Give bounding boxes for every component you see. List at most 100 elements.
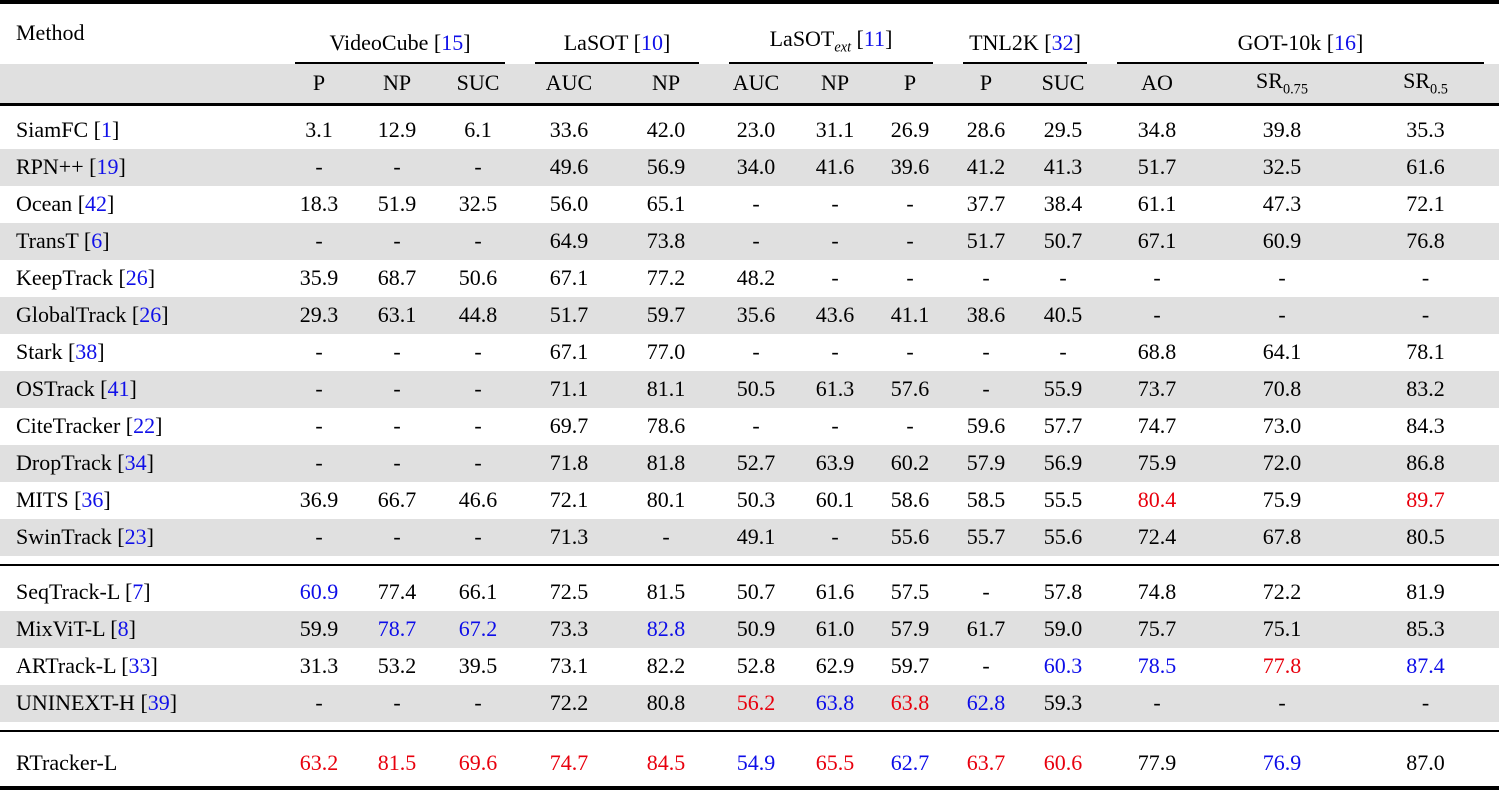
metric-value: -: [1153, 302, 1161, 327]
metric-value: 50.7: [1043, 228, 1083, 253]
citation-link[interactable]: [19]: [83, 154, 126, 179]
citation-number[interactable]: 38: [75, 339, 98, 364]
metric-value: 61.6: [1406, 154, 1445, 179]
metric-value: 69.7: [549, 413, 589, 438]
citation-number[interactable]: 32: [1051, 30, 1074, 55]
metric-value: 74.7: [549, 749, 589, 775]
section-separator-gap: [0, 730, 1499, 740]
citation-link[interactable]: [26]: [112, 265, 156, 290]
metric-value: 36.9: [299, 487, 339, 512]
metric-value: -: [315, 339, 323, 364]
metric-value: 81.8: [646, 450, 686, 475]
citation-link[interactable]: [16]: [1321, 30, 1364, 55]
citation-number[interactable]: 22: [133, 413, 156, 438]
metric-column-header: P: [280, 64, 358, 106]
citation-link[interactable]: [42]: [72, 191, 115, 216]
citation-number[interactable]: 33: [128, 653, 151, 678]
citation-link[interactable]: [23]: [111, 524, 154, 549]
method-name: SwinTrack [23]: [16, 524, 154, 549]
metric-value: 67.8: [1262, 524, 1302, 549]
metric-subscript: 0.75: [1282, 81, 1308, 98]
citation-link[interactable]: [32]: [1038, 30, 1081, 55]
citation-number[interactable]: 16: [1334, 30, 1357, 55]
metric-value: -: [474, 154, 482, 179]
metric-value: 76.9: [1262, 749, 1302, 775]
citation-number[interactable]: 6: [91, 228, 103, 253]
metric-value: 81.5: [646, 579, 686, 604]
metric-value: 69.6: [458, 749, 498, 775]
metric-column-header: AUC: [714, 64, 798, 106]
citation-number[interactable]: 42: [85, 191, 108, 216]
benchmark-group-row: Method VideoCube [15] LaSOT [10] LaSOText …: [0, 2, 1499, 64]
metric-value: 80.1: [646, 487, 686, 512]
citation-link[interactable]: [8]: [104, 616, 136, 641]
metric-value: 48.2: [736, 265, 776, 290]
citation-link[interactable]: [11]: [851, 25, 893, 51]
citation-link[interactable]: [15]: [428, 30, 471, 55]
citation-number[interactable]: 26: [139, 302, 162, 327]
citation-link[interactable]: [7]: [119, 579, 151, 604]
metric-value: -: [1059, 265, 1067, 290]
citation-link[interactable]: [39]: [134, 690, 178, 715]
citation-number[interactable]: 26: [125, 265, 148, 290]
metric-value: 54.9: [736, 749, 776, 775]
metric-value: 50.9: [736, 616, 776, 641]
metric-value: -: [393, 228, 401, 253]
metric-value: 26.9: [890, 117, 930, 142]
citation-number[interactable]: 11: [863, 25, 886, 51]
benchmark-group-header: GOT-10k [16]: [1102, 2, 1499, 64]
table-row: ARTrack-L [33] 31.3 53.2 39.5 73.1 82.2 52.8 62…: [0, 648, 1499, 685]
metric-value: 57.9: [966, 450, 1006, 475]
benchmark-group-header: LaSOText [11]: [714, 2, 948, 64]
benchmark-group-label: TNL2K [32]: [963, 30, 1088, 64]
metric-column-header: SUC: [1024, 64, 1103, 106]
metric-value: -: [315, 154, 323, 179]
citation-link[interactable]: [22]: [120, 413, 163, 438]
metric-value: 89.7: [1406, 487, 1445, 512]
metric-value: 56.9: [646, 154, 686, 179]
table-row: SwinTrack [23] - - - 71.3 - 49.1 - 55.6 55.7 55.6 7…: [0, 518, 1499, 556]
metric-value: -: [474, 376, 482, 401]
citation-number[interactable]: 1: [100, 117, 112, 142]
metric-value: 35.3: [1406, 117, 1445, 142]
citation-link[interactable]: [38]: [62, 339, 105, 364]
citation-number[interactable]: 23: [124, 524, 147, 549]
citation-number[interactable]: 36: [81, 487, 104, 512]
table-row: KeepTrack [26] 35.9 68.7 50.6 67.1 77.2 48.2 - -…: [0, 260, 1499, 297]
metric-value: -: [474, 450, 482, 475]
benchmark-group-label: LaSOText [11]: [729, 25, 934, 64]
citation-link[interactable]: [34]: [111, 450, 154, 475]
citation-number[interactable]: 34: [124, 450, 147, 475]
method-name: RTracker-L: [16, 749, 118, 775]
metric-value: 81.9: [1406, 579, 1445, 604]
citation-number[interactable]: 19: [96, 154, 119, 179]
metric-value: 35.6: [736, 302, 776, 327]
citation-number[interactable]: 7: [132, 579, 144, 604]
metric-value: 51.7: [966, 228, 1006, 253]
metric-value: -: [662, 524, 670, 549]
citation-number[interactable]: 10: [640, 30, 663, 55]
citation-link[interactable]: [1]: [88, 117, 120, 142]
metric-column-header: P: [948, 64, 1025, 106]
table-row: Ocean [42] 18.3 51.9 32.5 56.0 65.1 - - - 37.7 38.…: [0, 186, 1499, 223]
citation-number[interactable]: 41: [107, 376, 130, 401]
metric-value: 74.7: [1137, 413, 1177, 438]
citation-link[interactable]: [36]: [68, 487, 111, 512]
metric-value: 34.8: [1137, 117, 1177, 142]
citation-link[interactable]: [6]: [78, 228, 110, 253]
metric-value: -: [831, 228, 839, 253]
citation-link[interactable]: [26]: [126, 302, 169, 327]
metric-value: 49.6: [549, 154, 589, 179]
table-row: SiamFC [1] 3.1 12.9 6.1 33.6 42.0 23.0 31.1 26.9…: [0, 104, 1499, 149]
citation-link[interactable]: [10]: [628, 30, 671, 55]
metric-value: 66.1: [458, 579, 498, 604]
metric-value: -: [982, 265, 990, 290]
citation-link[interactable]: [33]: [115, 653, 158, 678]
citation-number[interactable]: 15: [441, 30, 464, 55]
citation-link[interactable]: [41]: [94, 376, 137, 401]
metric-value: 73.8: [646, 228, 686, 253]
citation-number[interactable]: 39: [147, 690, 170, 715]
metric-value: 44.8: [458, 302, 498, 327]
citation-number[interactable]: 8: [117, 616, 129, 641]
